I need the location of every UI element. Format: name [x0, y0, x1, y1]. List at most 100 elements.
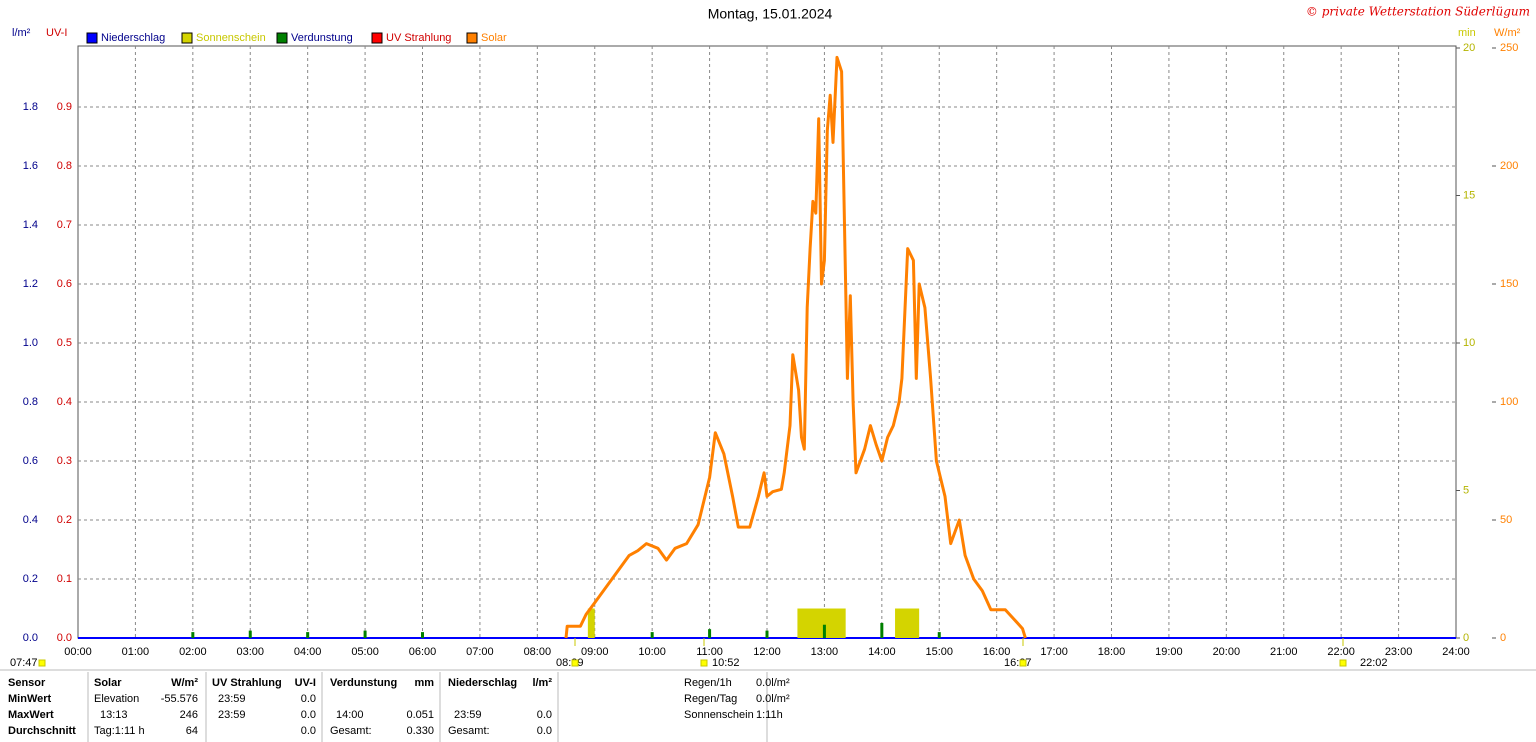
legend-label: Verdunstung	[291, 32, 353, 44]
legend-swatch	[86, 32, 98, 44]
sun-icon	[571, 659, 579, 667]
y-tick-label: 0.0	[23, 632, 38, 644]
y-tick-label: 0.6	[57, 278, 72, 290]
y-tick-label: 0.5	[57, 337, 72, 349]
table-cell: 0.330	[406, 725, 434, 737]
y-tick-label: 1.0	[23, 337, 38, 349]
summary-value: 0.0l/m²	[756, 677, 790, 689]
table-cell: Tag:1:11 h	[94, 725, 145, 737]
x-tick-label: 07:00	[466, 646, 494, 658]
sunshine-bar	[895, 608, 920, 638]
y-tick-label: 0	[1500, 632, 1506, 644]
summary-label: Regen/Tag	[684, 693, 737, 705]
table-cell: MaxWert	[8, 709, 54, 721]
table-cell: 23:59	[454, 709, 482, 721]
y-tick-label: 0.8	[57, 160, 72, 172]
table-cell: 13:13	[100, 709, 128, 721]
series-line	[564, 55, 1027, 639]
summary-label: Regen/1h	[684, 677, 732, 689]
y-tick-label: 20	[1463, 42, 1475, 54]
y-tick-label: 200	[1500, 160, 1518, 172]
table-cell: Sensor	[8, 677, 46, 689]
y-axis-label: l/m²	[12, 27, 31, 39]
x-tick-label: 17:00	[1040, 646, 1068, 658]
y-tick-label: 1.6	[23, 160, 38, 172]
y-tick-label: 5	[1463, 484, 1469, 496]
table-cell: 23:59	[218, 693, 246, 705]
chart-title: Montag, 15.01.2024	[708, 6, 833, 22]
sun-icon	[1019, 659, 1027, 667]
table-cell: W/m²	[171, 677, 198, 689]
y-tick-label: 100	[1500, 396, 1518, 408]
legend-swatch	[466, 32, 478, 44]
sun-icon	[1339, 659, 1347, 667]
table-cell: Durchschnitt	[8, 725, 76, 737]
y-tick-label: 0.6	[23, 455, 38, 467]
y-tick-label: 0.1	[57, 573, 72, 585]
summary-label: Sonnenschein	[684, 709, 754, 721]
y-tick-label: 50	[1500, 514, 1512, 526]
summary-value: 1:11h	[756, 709, 783, 721]
x-tick-label: 04:00	[294, 646, 322, 658]
y-tick-label: 1.8	[23, 101, 38, 113]
table-cell: Gesamt:	[330, 725, 372, 737]
sun-time: 10:52	[712, 657, 740, 669]
y-tick-label: 0.2	[57, 514, 72, 526]
legend-label: Sonnenschein	[196, 32, 266, 44]
x-tick-label: 09:00	[581, 646, 609, 658]
x-tick-label: 01:00	[122, 646, 150, 658]
y-tick-label: 1.2	[23, 278, 38, 290]
table-cell: 0.0	[537, 725, 552, 737]
table-cell: 0.0	[301, 725, 316, 737]
sun-time: 22:02	[1360, 657, 1388, 669]
table-cell: Elevation	[94, 693, 139, 705]
table-cell: Niederschlag	[448, 677, 517, 689]
x-tick-label: 10:00	[638, 646, 666, 658]
y-tick-label: 150	[1500, 278, 1518, 290]
y4-axis-label: W/m²	[1494, 27, 1521, 39]
y-tick-label: 15	[1463, 189, 1475, 201]
copyright: © private Wetterstation Süderlügum	[1306, 5, 1530, 19]
table-cell: 246	[180, 709, 198, 721]
sun-time: 07:47	[10, 657, 38, 669]
x-tick-label: 21:00	[1270, 646, 1298, 658]
y3-axis-label: min	[1458, 27, 1476, 39]
legend-label: Solar	[481, 32, 507, 44]
x-tick-label: 05:00	[351, 646, 379, 658]
x-tick-label: 16:00	[983, 646, 1011, 658]
x-tick-label: 18:00	[1098, 646, 1126, 658]
y-tick-label: 0.9	[57, 101, 72, 113]
y-tick-label: 0.2	[23, 573, 38, 585]
legend-swatch	[276, 32, 288, 44]
x-tick-label: 14:00	[868, 646, 896, 658]
table-cell: l/m²	[532, 677, 552, 689]
table-cell: 14:00	[336, 709, 364, 721]
x-tick-label: 03:00	[236, 646, 264, 658]
x-tick-label: 08:00	[524, 646, 552, 658]
x-tick-label: 11:00	[696, 646, 723, 658]
y-tick-label: 0.3	[57, 455, 72, 467]
table-cell: UV-I	[295, 677, 316, 689]
x-tick-label: 02:00	[179, 646, 207, 658]
y-tick-label: 0.7	[57, 219, 72, 231]
sun-time: 16:27	[1004, 657, 1032, 669]
table-cell: 23:59	[218, 709, 246, 721]
x-tick-label: 20:00	[1213, 646, 1241, 658]
x-tick-label: 06:00	[409, 646, 437, 658]
table-cell: MinWert	[8, 693, 52, 705]
x-tick-label: 12:00	[753, 646, 781, 658]
x-tick-label: 24:00	[1442, 646, 1470, 658]
y-tick-label: 0.4	[57, 396, 72, 408]
y-tick-label: 250	[1500, 42, 1518, 54]
y-tick-label: 0.0	[57, 632, 72, 644]
y-tick-label: 10	[1463, 337, 1475, 349]
sun-time: 08:39	[556, 657, 584, 669]
y-tick-label: 0.4	[23, 514, 38, 526]
legend-swatch	[181, 32, 193, 44]
legend-label: Niederschlag	[101, 32, 165, 44]
legend-label: UV Strahlung	[386, 32, 451, 44]
sun-icon	[38, 659, 46, 667]
table-cell: 0.051	[406, 709, 434, 721]
x-tick-label: 13:00	[811, 646, 839, 658]
x-tick-label: 15:00	[925, 646, 953, 658]
